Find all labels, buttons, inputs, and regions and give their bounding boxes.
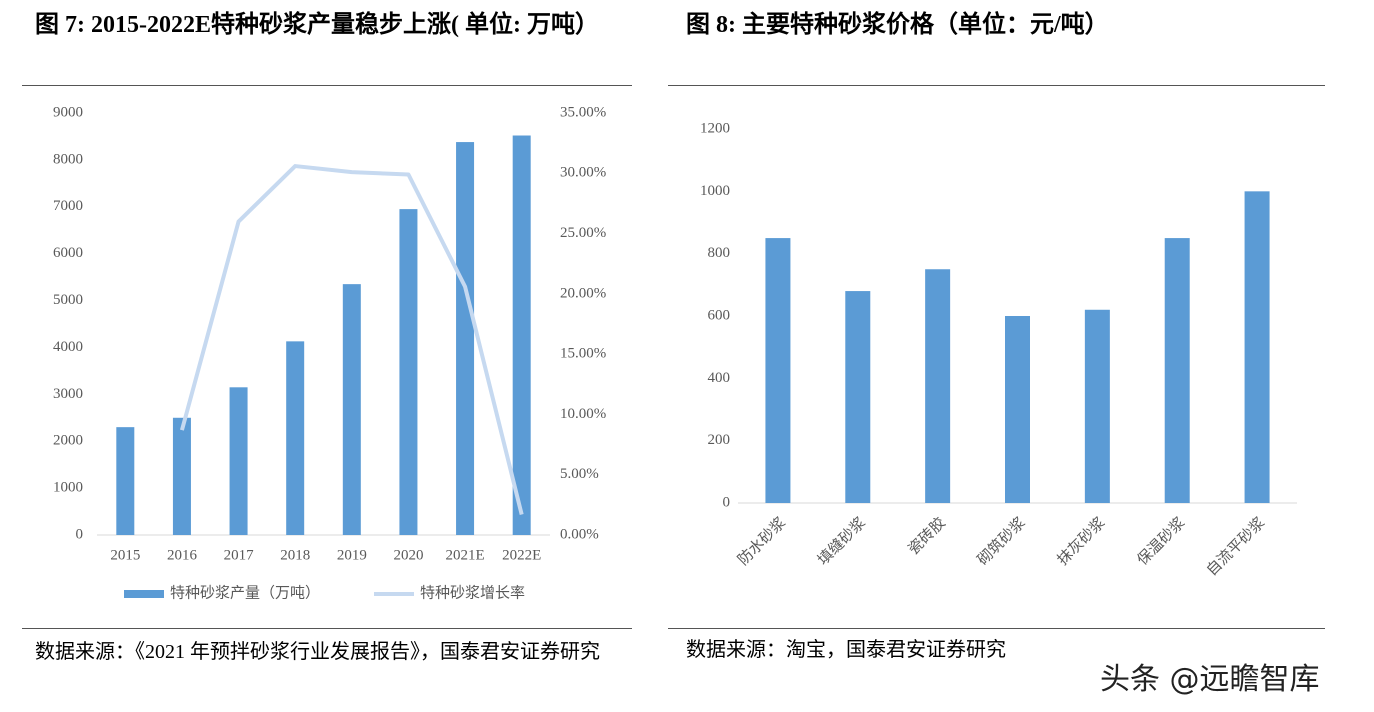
legend-swatch (124, 590, 164, 598)
x-tick-label: 2015 (110, 547, 140, 563)
x-tick-label: 自流平砂浆 (1203, 514, 1269, 580)
bar (845, 291, 871, 503)
rule (22, 628, 632, 629)
y2-tick-label: 5.00% (560, 466, 599, 482)
y-tick-label: 5000 (53, 292, 83, 308)
y2-tick-label: 35.00% (560, 104, 606, 120)
chart-title: 图 7: 2015-2022E特种砂浆产量稳步上涨( 单位: 万吨） (35, 12, 599, 38)
y-tick-label: 0 (723, 494, 731, 510)
bar (512, 135, 531, 536)
x-tick-label: 保温砂浆 (1133, 514, 1188, 569)
x-tick-label: 2016 (167, 547, 198, 563)
x-tick-label: 瓷砖胶 (905, 514, 949, 558)
y2-tick-label: 0.00% (560, 526, 599, 542)
source: 数据来源：淘宝，国泰君安证券研究 (686, 639, 1006, 661)
legend-label: 特种砂浆增长率 (420, 583, 525, 601)
x-tick-label: 2021E (445, 547, 484, 563)
y-tick-label: 1000 (700, 183, 730, 199)
y-tick-label: 600 (708, 307, 731, 323)
x-tick-label: 2019 (337, 547, 367, 563)
y-tick-label: 9000 (53, 104, 83, 120)
x-tick-label: 填缝砂浆 (814, 514, 869, 569)
rule (22, 85, 632, 86)
x-tick-label: 2022E (502, 547, 541, 563)
y-tick-label: 1200 (700, 120, 730, 136)
y-tick-label: 6000 (53, 245, 83, 261)
x-tick-label: 2018 (280, 547, 310, 563)
y2-tick-label: 15.00% (560, 346, 606, 362)
bar (925, 269, 951, 503)
y2-tick-label: 10.00% (560, 406, 606, 422)
bar (116, 427, 135, 535)
y-tick-label: 400 (708, 370, 731, 386)
bar (286, 341, 305, 535)
y2-tick-label: 30.00% (560, 165, 606, 181)
watermark: 头条 @远瞻智库 (1100, 662, 1320, 697)
bar (342, 284, 361, 535)
source: 数据来源：《2021 年预拌砂浆行业发展报告》，国泰君安证券研究 (35, 641, 600, 663)
line (180, 164, 524, 515)
y-tick-label: 0 (76, 526, 84, 542)
y-tick-label: 4000 (53, 339, 83, 355)
y-tick-label: 7000 (53, 198, 83, 214)
y-tick-label: 200 (708, 432, 731, 448)
y-tick-label: 8000 (53, 151, 83, 167)
y-tick-label: 1000 (53, 480, 83, 496)
bar (399, 209, 418, 535)
bar (1164, 238, 1190, 504)
y2-tick-label: 25.00% (560, 225, 606, 241)
x-tick-label: 2020 (393, 547, 423, 563)
bar (1005, 316, 1030, 503)
y-tick-label: 3000 (53, 386, 83, 402)
x-tick-label: 砌筑砂浆 (974, 514, 1029, 569)
bar (1244, 191, 1270, 504)
x-tick-label: 防水砂浆 (734, 514, 789, 569)
bar (229, 387, 248, 535)
bar (1084, 309, 1110, 503)
x-tick-label: 抹灰砂浆 (1053, 514, 1108, 569)
bar (456, 142, 475, 535)
rule (668, 628, 1325, 629)
chart-title: 图 8: 主要特种砂浆价格（单位：元/吨） (686, 12, 1109, 38)
legend-label: 特种砂浆产量（万吨） (170, 583, 320, 601)
y-tick-label: 2000 (53, 433, 83, 449)
rule (668, 85, 1325, 86)
y2-tick-label: 20.00% (560, 285, 606, 301)
bar (765, 238, 791, 504)
bar (172, 417, 191, 535)
y-tick-label: 800 (708, 245, 731, 261)
x-tick-label: 2017 (224, 547, 255, 563)
